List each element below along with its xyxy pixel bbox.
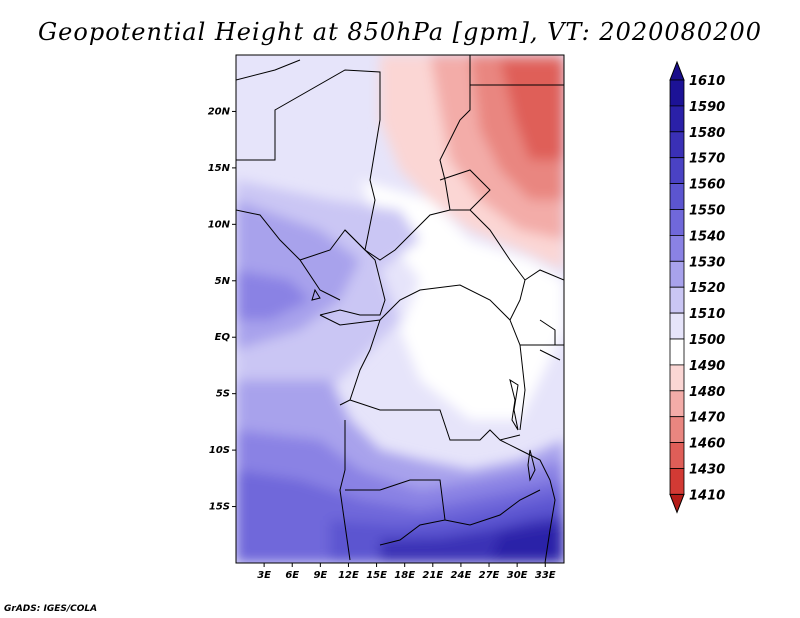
grads-credit: GrADS: IGES/COLA <box>4 604 98 614</box>
colorbar-swatch <box>669 442 685 469</box>
colorbar-label: 1550 <box>689 204 725 219</box>
colorbar: 1610 1590 1580 1570 1560 1550 1540 1530 1520 1510… <box>669 60 725 514</box>
lon-tick-label: 18E <box>394 570 415 581</box>
colorbar-label: 1480 <box>689 385 725 400</box>
lon-tick-label: 3E <box>257 570 271 581</box>
colorbar-swatch <box>669 286 685 314</box>
colorbar-label: 1570 <box>689 152 725 167</box>
field-1590 <box>490 525 564 563</box>
lon-tick-label: 24E <box>451 570 472 581</box>
colorbar-swatch <box>669 209 685 236</box>
colorbar-swatch <box>669 183 685 210</box>
lon-tick-label: 21E <box>422 570 443 581</box>
lat-tick-label: 10N <box>208 219 231 230</box>
colorbar-swatch <box>669 390 685 418</box>
colorbar-swatch <box>669 338 685 366</box>
contour-field <box>236 55 564 563</box>
map-frame <box>235 54 565 564</box>
lat-tick-label: EQ <box>215 332 231 343</box>
chart-title: Geopotential Height at 850hPa [gpm], VT:… <box>38 18 762 46</box>
lon-tick-label: 30E <box>507 570 528 581</box>
colorbar-label: 1470 <box>689 411 725 426</box>
colorbar-swatch <box>669 416 685 444</box>
colorbar-label: 1430 <box>689 463 725 478</box>
colorbar-swatch <box>669 260 685 288</box>
country-borders <box>236 55 564 563</box>
colorbar-label: 1500 <box>689 333 725 348</box>
colorbar-label: 1410 <box>689 488 725 503</box>
colorbar-label: 1610 <box>689 74 725 89</box>
field-1540 <box>236 270 310 320</box>
colorbar-swatch <box>669 105 685 133</box>
colorbar-swatch <box>669 79 685 107</box>
lon-tick-label: 33E <box>535 570 556 581</box>
colorbar-label: 1590 <box>689 100 725 115</box>
colorbar-label: 1540 <box>689 229 725 244</box>
lon-tick-label: 12E <box>338 570 359 581</box>
latitude-ticks: 20N 15N 10N 5N EQ 5S 10S 15S <box>208 106 236 513</box>
colorbar-swatch <box>669 131 685 159</box>
colorbar-label: 1580 <box>689 126 725 141</box>
lat-tick-label: 5S <box>216 389 230 400</box>
lat-tick-label: 5N <box>215 276 231 287</box>
colorbar-label: 1490 <box>689 359 725 374</box>
colorbar-label: 1560 <box>689 178 725 193</box>
lon-tick-label: 27E <box>479 570 500 581</box>
lon-tick-label: 15E <box>366 570 387 581</box>
colorbar-label: 1460 <box>689 437 725 452</box>
lakes <box>311 288 536 482</box>
longitude-ticks: 3E 6E 9E 12E 15E 18E 21E 24E 27E 30E 33E <box>257 563 556 581</box>
colorbar-swatch <box>669 234 685 262</box>
colorbar-bottom-arrow <box>669 493 685 514</box>
lat-tick-label: 15N <box>208 163 231 174</box>
lat-tick-label: 15S <box>209 502 230 513</box>
colorbar-label: 1510 <box>689 307 725 322</box>
lat-tick-label: 20N <box>208 106 231 117</box>
lon-tick-label: 9E <box>313 570 327 581</box>
lat-tick-label: 10S <box>209 445 230 456</box>
colorbar-swatch <box>669 364 685 392</box>
colorbar-label: 1520 <box>689 281 725 296</box>
colorbar-swatch <box>669 468 685 495</box>
colorbar-swatch <box>669 312 685 340</box>
colorbar-swatch <box>669 157 685 184</box>
colorbar-top-arrow <box>669 60 685 81</box>
colorbar-label: 1530 <box>689 255 725 270</box>
lon-tick-label: 6E <box>285 570 299 581</box>
